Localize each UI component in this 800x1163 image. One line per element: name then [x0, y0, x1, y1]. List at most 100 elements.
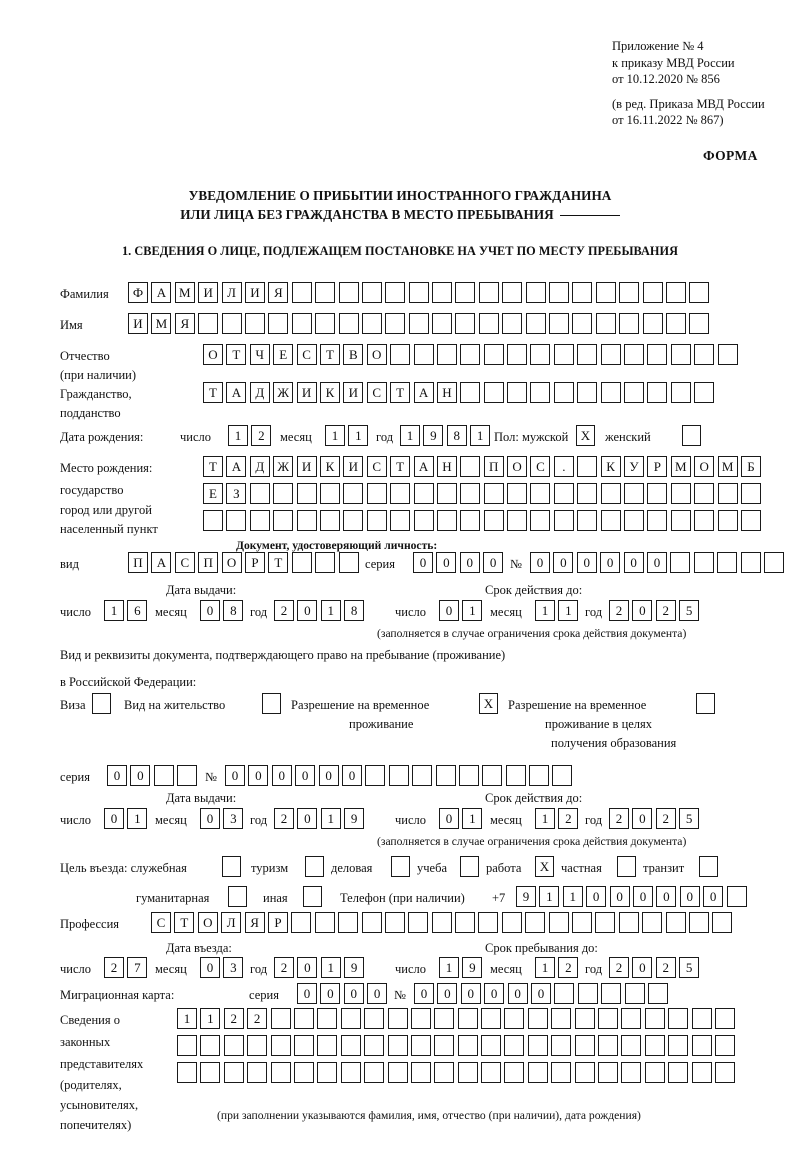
char-cell[interactable]: Д [249, 456, 270, 477]
char-cell[interactable]: 0 [459, 552, 480, 573]
char-cell[interactable]: Т [174, 912, 195, 933]
char-cell[interactable]: 2 [251, 425, 272, 446]
char-cell[interactable]: 0 [271, 765, 292, 786]
char-cell[interactable] [457, 1035, 478, 1056]
purpose-official-checkbox[interactable] [222, 856, 241, 877]
legal-rep-input-row-2[interactable] [177, 1035, 735, 1056]
char-cell[interactable]: 0 [413, 552, 433, 573]
char-cell[interactable]: 2 [655, 808, 676, 829]
char-cell[interactable] [483, 344, 504, 365]
char-cell[interactable]: 0 [530, 983, 551, 1004]
purpose-study-checkbox[interactable] [460, 856, 479, 877]
char-cell[interactable] [502, 313, 523, 334]
char-cell[interactable]: Д [249, 382, 270, 403]
char-cell[interactable]: 0 [200, 600, 220, 621]
char-cell[interactable]: Т [203, 382, 223, 403]
char-cell[interactable]: Ж [273, 382, 294, 403]
char-cell[interactable]: 2 [274, 808, 294, 829]
char-cell[interactable]: Т [203, 456, 223, 477]
char-cell[interactable] [361, 313, 382, 334]
char-cell[interactable]: 1 [562, 886, 583, 907]
char-cell[interactable]: Р [244, 552, 265, 573]
char-cell[interactable] [553, 510, 574, 531]
char-cell[interactable]: 0 [200, 808, 220, 829]
char-cell[interactable]: 1 [200, 1008, 221, 1029]
char-cell[interactable] [694, 382, 715, 403]
char-cell[interactable] [505, 765, 526, 786]
char-cell[interactable]: 0 [632, 886, 653, 907]
char-cell[interactable]: И [343, 456, 364, 477]
char-cell[interactable] [384, 912, 405, 933]
char-cell[interactable] [507, 344, 528, 365]
char-cell[interactable] [408, 313, 429, 334]
char-cell[interactable] [717, 344, 738, 365]
purpose-business-checkbox[interactable] [391, 856, 410, 877]
char-cell[interactable] [577, 456, 598, 477]
char-cell[interactable]: 0 [623, 552, 644, 573]
char-cell[interactable] [291, 313, 312, 334]
char-cell[interactable] [223, 1062, 244, 1083]
char-cell[interactable] [273, 483, 294, 504]
char-cell[interactable]: 0 [107, 765, 127, 786]
char-cell[interactable]: 9 [344, 957, 365, 978]
char-cell[interactable] [726, 886, 747, 907]
char-cell[interactable]: 0 [295, 765, 316, 786]
char-cell[interactable] [365, 765, 386, 786]
char-cell[interactable] [478, 912, 499, 933]
char-cell[interactable] [577, 983, 598, 1004]
char-cell[interactable] [572, 313, 593, 334]
char-cell[interactable]: П [198, 552, 219, 573]
char-cell[interactable] [481, 1035, 502, 1056]
char-cell[interactable]: 0 [632, 600, 653, 621]
char-cell[interactable]: 8 [223, 600, 244, 621]
char-cell[interactable] [361, 282, 382, 303]
char-cell[interactable] [691, 1008, 712, 1029]
char-cell[interactable] [296, 483, 317, 504]
char-cell[interactable] [478, 313, 499, 334]
char-cell[interactable]: Л [221, 282, 242, 303]
char-cell[interactable]: 0 [484, 983, 505, 1004]
char-cell[interactable] [270, 1062, 291, 1083]
char-cell[interactable] [319, 510, 340, 531]
char-cell[interactable]: 8 [344, 600, 365, 621]
char-cell[interactable]: С [151, 912, 171, 933]
char-cell[interactable]: Я [244, 912, 265, 933]
char-cell[interactable] [551, 1035, 572, 1056]
char-cell[interactable] [551, 1008, 572, 1029]
char-cell[interactable] [200, 1062, 221, 1083]
char-cell[interactable] [478, 282, 499, 303]
char-cell[interactable] [273, 510, 294, 531]
char-cell[interactable] [270, 1035, 291, 1056]
birth-place-input-row-3[interactable] [203, 510, 761, 531]
char-cell[interactable]: 0 [367, 983, 388, 1004]
char-cell[interactable] [460, 510, 481, 531]
char-cell[interactable]: А [413, 382, 434, 403]
purpose-transit-checkbox[interactable] [699, 856, 718, 877]
char-cell[interactable]: 6 [127, 600, 148, 621]
char-cell[interactable] [291, 282, 312, 303]
char-cell[interactable] [577, 344, 598, 365]
char-cell[interactable] [507, 483, 528, 504]
char-cell[interactable] [317, 1035, 338, 1056]
char-cell[interactable] [694, 510, 715, 531]
char-cell[interactable] [483, 510, 504, 531]
purpose-humanitarian-checkbox[interactable] [228, 886, 247, 907]
char-cell[interactable]: Ф [128, 282, 148, 303]
char-cell[interactable]: 7 [127, 957, 148, 978]
char-cell[interactable] [338, 912, 359, 933]
char-cell[interactable] [338, 313, 359, 334]
char-cell[interactable]: 0 [104, 808, 124, 829]
char-cell[interactable]: 0 [576, 552, 597, 573]
char-cell[interactable] [530, 382, 551, 403]
char-cell[interactable]: 2 [655, 600, 676, 621]
char-cell[interactable] [481, 1008, 502, 1029]
char-cell[interactable]: И [296, 456, 317, 477]
char-cell[interactable]: 0 [632, 957, 653, 978]
